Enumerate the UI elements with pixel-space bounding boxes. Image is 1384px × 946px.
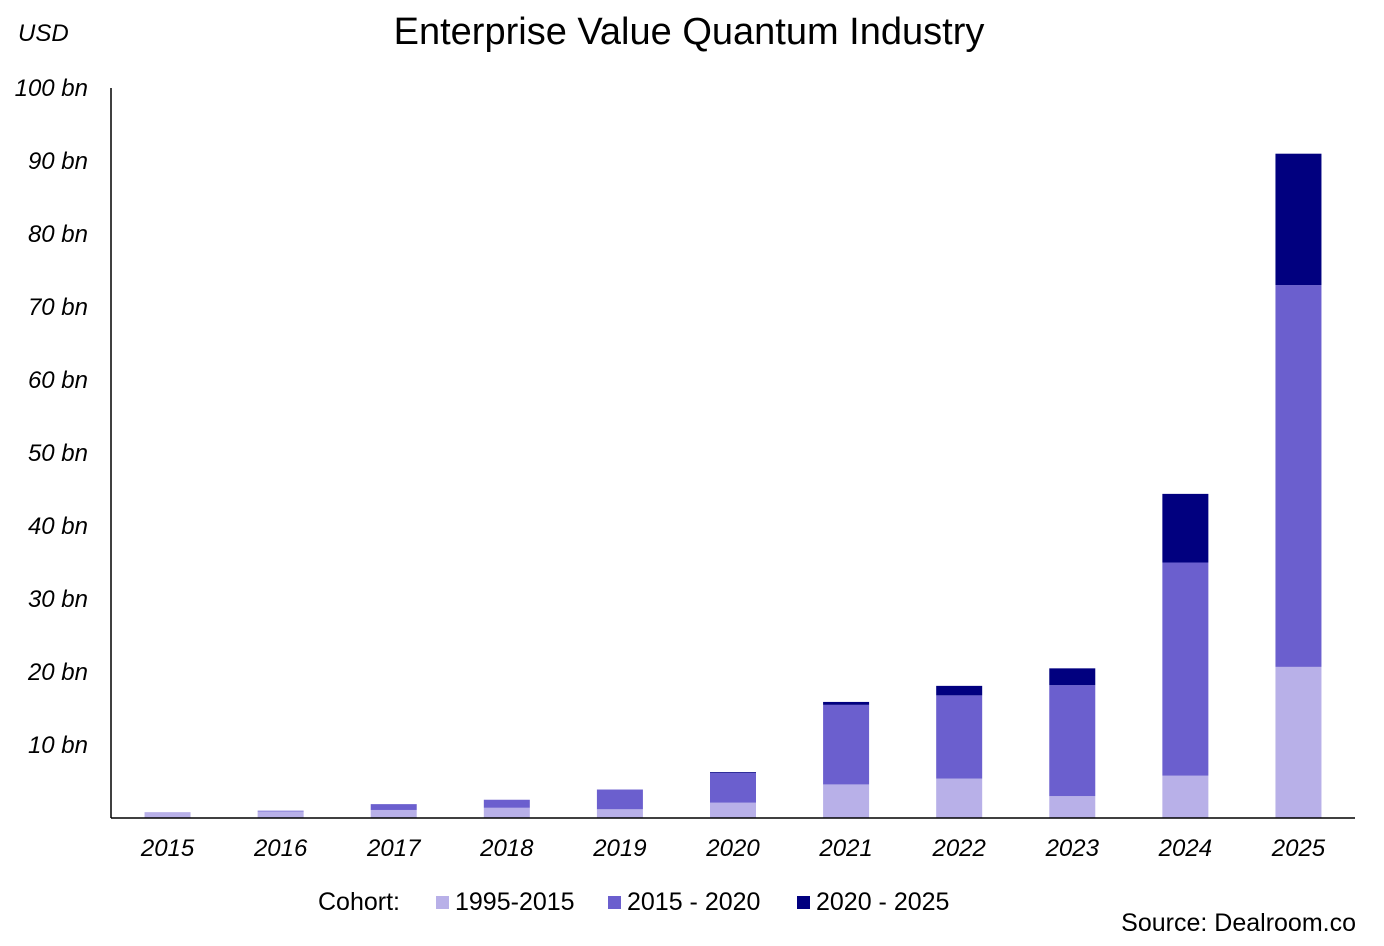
bar-2022-series-2 [936, 695, 983, 779]
x-tick-label: 2021 [818, 835, 872, 862]
y-unit-label: USD [18, 20, 69, 47]
x-tick-label: 2019 [592, 835, 646, 862]
x-axis-ticks: 2015 2016 2017 2018 2019 2020 2021 2022 2023 2024… [140, 835, 1326, 862]
bar-2025-series-2 [1275, 285, 1322, 667]
y-tick-label: 40 bn [28, 513, 88, 540]
y-tick-label: 20 bn [27, 659, 88, 686]
bar-2021-series-1 [823, 784, 870, 818]
legend-title: Cohort: [318, 888, 400, 916]
bar-2016-series-1 [257, 811, 304, 818]
y-tick-label: 90 bn [28, 148, 88, 175]
legend-swatch-1 [436, 896, 449, 909]
x-tick-label: 2020 [705, 835, 760, 862]
x-tick-label: 2016 [253, 835, 308, 862]
bar-2023-series-2 [1049, 685, 1096, 797]
bar-2020-series-3 [710, 772, 756, 773]
bar-2020-series-1 [710, 802, 756, 818]
y-tick-label: 50 bn [28, 440, 88, 467]
x-tick-label: 2022 [931, 835, 985, 862]
source-note: Source: Dealroom.co [1121, 909, 1356, 937]
bar-2019-series-1 [596, 809, 643, 818]
x-tick-label: 2018 [479, 835, 534, 862]
y-tick-label: 80 bn [28, 221, 88, 248]
bars-group [144, 153, 1322, 818]
legend-swatch-2 [608, 896, 621, 909]
bar-2019-series-2 [596, 789, 643, 810]
bar-2020-series-2 [710, 772, 756, 803]
chart-title: Enterprise Value Quantum Industry [394, 11, 985, 53]
y-axis-ticks: 100 bn 90 bn 80 bn 70 bn 60 bn 50 bn 40 bn 30 b… [15, 75, 88, 759]
x-tick-label: 2017 [366, 835, 422, 862]
bar-2024-series-3 [1162, 493, 1209, 563]
bar-2021-series-3 [823, 701, 870, 705]
bar-2018-series-2 [483, 799, 530, 808]
x-tick-label: 2015 [140, 835, 195, 862]
y-tick-label: 10 bn [28, 732, 88, 759]
legend-label-2: 2015 - 2020 [627, 888, 760, 916]
bar-2017-series-1 [370, 809, 417, 818]
y-tick-label: 60 bn [28, 367, 88, 394]
y-tick-label: 100 bn [15, 75, 88, 102]
legend-label-3: 2020 - 2025 [816, 888, 949, 916]
bar-2015-series-1 [144, 812, 191, 818]
bar-2017-series-2 [370, 804, 417, 810]
bar-2021-series-2 [823, 704, 870, 785]
bar-2025-series-1 [1275, 666, 1322, 818]
x-tick-label: 2023 [1045, 835, 1100, 862]
bar-2022-series-1 [936, 778, 983, 818]
bar-2025-series-3 [1275, 153, 1322, 286]
bar-2022-series-3 [936, 685, 983, 696]
x-tick-label: 2024 [1158, 835, 1212, 862]
bar-2016-series-2 [257, 810, 304, 812]
bar-2023-series-3 [1049, 668, 1096, 686]
bar-2024-series-2 [1162, 562, 1209, 776]
legend: Cohort: 1995-2015 2015 - 2020 2020 - 2025 [318, 888, 949, 916]
legend-label-1: 1995-2015 [455, 888, 575, 916]
y-tick-label: 30 bn [28, 586, 88, 613]
y-tick-label: 70 bn [28, 294, 88, 321]
bar-2023-series-1 [1049, 796, 1096, 818]
bar-2024-series-1 [1162, 775, 1209, 818]
bar-2018-series-1 [483, 807, 530, 818]
x-tick-label: 2025 [1271, 835, 1326, 862]
legend-swatch-3 [797, 896, 810, 909]
